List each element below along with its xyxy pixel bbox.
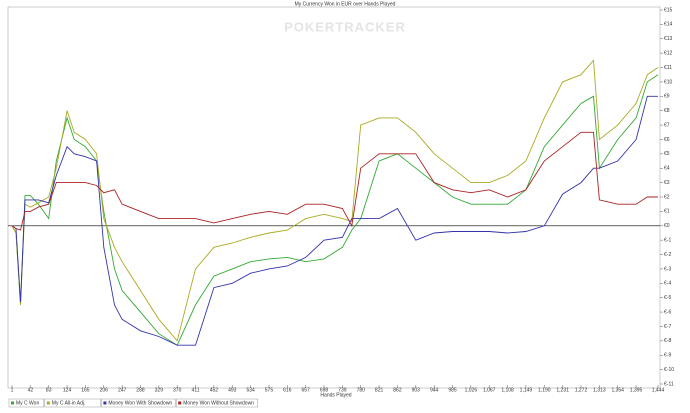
y-tick-label: €8 [664, 108, 670, 114]
x-tick-label: 616 [283, 387, 292, 393]
legend-label: My C Won [16, 400, 39, 406]
y-tick-label: €-3 [664, 266, 671, 272]
legend-box [44, 398, 101, 408]
x-axis-title: Hands Played [320, 392, 351, 398]
y-tick-label: €-2 [664, 252, 671, 258]
x-tick-label: 1,231 [556, 387, 569, 393]
y-tick-label: €2 [664, 194, 670, 200]
y-tick-label: €-10 [664, 367, 674, 373]
y-tick-label: €11 [664, 65, 672, 71]
series-line [11, 131, 658, 231]
plot-frame [7, 6, 661, 389]
x-tick-label: 903 [412, 387, 421, 393]
legend-box [8, 398, 45, 408]
x-tick-label: 1,149 [520, 387, 533, 393]
x-tick-label: 247 [118, 387, 127, 393]
y-tick-label: €13 [664, 36, 673, 42]
x-tick-label: 1,354 [611, 387, 624, 393]
legend-box [175, 398, 259, 408]
x-tick-label: 329 [155, 387, 164, 393]
y-tick-label: €-5 [664, 295, 671, 301]
y-tick-label: €9 [664, 94, 670, 100]
x-tick-label: 411 [192, 387, 200, 393]
x-tick-label: 985 [448, 387, 457, 393]
x-tick-label: 780 [357, 387, 366, 393]
y-tick-label: €-11 [664, 381, 674, 387]
legend-box [101, 398, 176, 408]
x-tick-label: 206 [100, 387, 109, 393]
x-tick-label: 821 [375, 387, 384, 393]
legend-swatch [178, 401, 182, 405]
x-tick-label: 83 [46, 387, 52, 393]
y-tick-label: €-4 [664, 281, 671, 287]
x-tick-label: 288 [136, 387, 145, 393]
y-tick-label: €-8 [664, 338, 671, 344]
x-tick-label: 1,190 [538, 387, 551, 393]
x-tick-label: 1,313 [593, 387, 606, 393]
y-tick-label: €4 [664, 166, 670, 172]
x-tick-label: 862 [393, 387, 402, 393]
x-tick-label: 1,067 [483, 387, 496, 393]
x-tick-label: 1,108 [501, 387, 514, 393]
x-tick-label: 1,395 [630, 387, 643, 393]
x-tick-label: 124 [63, 387, 72, 393]
y-tick-label: €14 [664, 22, 673, 28]
x-tick-label: 1,444 [652, 387, 665, 393]
x-tick-label: 493 [228, 387, 237, 393]
x-tick-label: 1,026 [465, 387, 478, 393]
series-line [11, 59, 659, 342]
y-tick-label: €7 [664, 122, 670, 128]
y-tick-label: €-7 [664, 324, 671, 330]
x-tick-label: 944 [430, 387, 439, 393]
y-tick-label: €15 [664, 7, 673, 13]
watermark: POKERTRACKER [284, 19, 406, 34]
x-tick-label: 452 [210, 387, 219, 393]
y-tick-label: €1 [664, 209, 670, 215]
x-tick-label: 165 [81, 387, 90, 393]
y-tick-label: €3 [664, 180, 670, 186]
legend-swatch [103, 401, 107, 405]
y-tick-label: €6 [664, 137, 670, 143]
chart-title: My Currency Won in EUR over Hands Played [295, 1, 396, 7]
legend: My C Won My C All-in Adj. Money Won With S… [8, 398, 259, 408]
x-tick-label: 1 [11, 387, 14, 393]
y-tick-label: €5 [664, 151, 670, 157]
legend-label: My C All-in Adj. [52, 400, 86, 406]
series-line [11, 95, 658, 346]
x-tick-label: 1,272 [575, 387, 588, 393]
x-tick-label: 575 [265, 387, 274, 393]
y-tick-label: €-1 [664, 237, 671, 243]
x-tick-label: 534 [246, 387, 255, 393]
y-tick-label: €12 [664, 50, 673, 56]
legend-swatch [11, 401, 14, 405]
x-tick-label: 698 [320, 387, 329, 393]
x-tick-label: 657 [302, 387, 311, 393]
legend-label: Money Won Without Showdown [183, 400, 254, 406]
y-tick-label: €-9 [664, 353, 671, 359]
legend-swatch [46, 401, 50, 405]
y-tick-label: €-6 [664, 309, 671, 315]
x-tick-label: 370 [173, 387, 182, 393]
y-tick-label: €10 [664, 79, 673, 85]
y-tick-label: €0 [664, 223, 670, 229]
legend-label: Money Won With Showdown [108, 400, 172, 406]
x-tick-label: 42 [28, 387, 34, 393]
x-tick-label: 739 [338, 387, 347, 393]
